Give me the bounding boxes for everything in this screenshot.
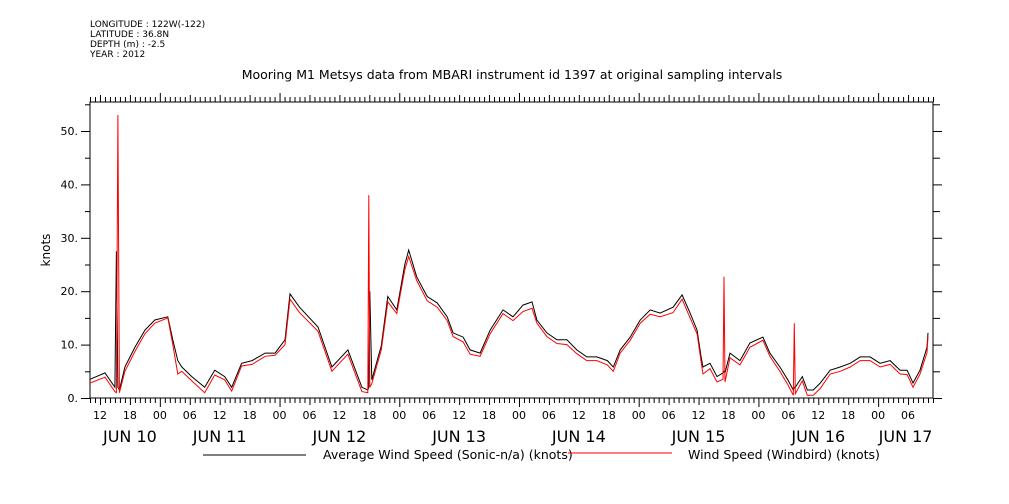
depth-label: DEPTH (m) : -2.5 xyxy=(90,40,166,50)
x-hour-label: 00 xyxy=(751,409,765,422)
y-tick-label: 40. xyxy=(61,178,79,191)
series-line-windbird xyxy=(89,114,929,396)
x-hour-label: 18 xyxy=(243,409,257,422)
chart-title: Mooring M1 Metsys data from MBARI instru… xyxy=(241,67,783,82)
y-tick-label: 0. xyxy=(68,392,79,405)
x-hour-label: 00 xyxy=(153,409,167,422)
x-date-label: JUN 10 xyxy=(102,427,157,446)
x-hour-label: 00 xyxy=(871,409,885,422)
year-label: YEAR : 2012 xyxy=(90,50,146,60)
longitude-label: LONGITUDE : 122W(-122) xyxy=(90,20,206,30)
x-hour-label: 18 xyxy=(123,409,137,422)
x-hour-label: 06 xyxy=(662,409,676,422)
x-hour-label: 12 xyxy=(213,409,227,422)
x-hour-label: 06 xyxy=(901,409,915,422)
y-axis-label: knots xyxy=(39,234,53,267)
x-hour-label: 00 xyxy=(273,409,287,422)
x-hour-label: 12 xyxy=(93,409,107,422)
x-date-label: JUN 17 xyxy=(878,427,933,446)
x-hour-label: 00 xyxy=(632,409,646,422)
x-date-label: JUN 12 xyxy=(311,427,366,446)
x-hour-label: 00 xyxy=(392,409,406,422)
series-line-average-sonic xyxy=(89,248,929,392)
x-hour-label: 12 xyxy=(332,409,346,422)
x-hour-label: 12 xyxy=(452,409,466,422)
x-hour-label: 18 xyxy=(482,409,496,422)
x-date-label: JUN 13 xyxy=(431,427,486,446)
x-date-label: JUN 11 xyxy=(192,427,247,446)
y-tick-label: 30. xyxy=(61,232,79,245)
y-tick-label: 50. xyxy=(61,125,79,138)
x-hour-label: 18 xyxy=(362,409,376,422)
x-date-label: JUN 15 xyxy=(671,427,726,446)
x-hour-label: 06 xyxy=(183,409,197,422)
x-date-label: JUN 14 xyxy=(551,427,606,446)
legend-label-average-sonic: Average Wind Speed (Sonic-n/a) (knots) xyxy=(323,447,573,462)
x-hour-label: 12 xyxy=(811,409,825,422)
x-date-label: JUN 16 xyxy=(790,427,845,446)
x-hour-label: 06 xyxy=(422,409,436,422)
x-hour-label: 00 xyxy=(512,409,526,422)
plot-frame xyxy=(89,101,934,399)
latitude-label: LATITUDE : 36.8N xyxy=(90,30,170,40)
y-tick-label: 10. xyxy=(61,339,79,352)
y-tick-label: 20. xyxy=(61,285,79,298)
x-hour-label: 18 xyxy=(721,409,735,422)
x-hour-label: 06 xyxy=(302,409,316,422)
x-hour-label: 06 xyxy=(542,409,556,422)
metadata-header: LONGITUDE : 122W(-122) LATITUDE : 36.8N … xyxy=(90,20,205,60)
x-hour-label: 18 xyxy=(841,409,855,422)
x-hour-label: 12 xyxy=(692,409,706,422)
x-hour-label: 12 xyxy=(572,409,586,422)
legend-label-windbird: Wind Speed (Windbird) (knots) xyxy=(688,447,880,462)
x-hour-label: 06 xyxy=(781,409,795,422)
x-hour-label: 18 xyxy=(602,409,616,422)
